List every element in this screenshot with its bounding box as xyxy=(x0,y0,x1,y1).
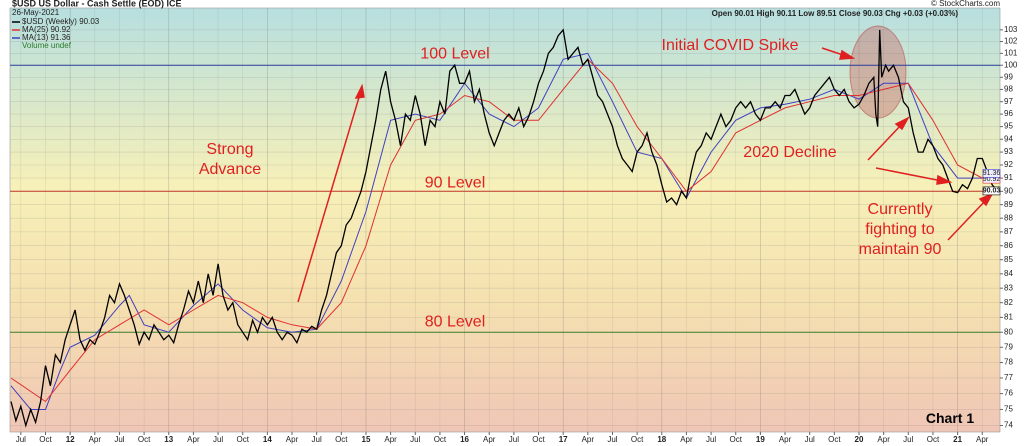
x-tick-label: 13 xyxy=(164,435,173,444)
x-tick-label: Oct xyxy=(138,435,151,444)
x-tick-label: Apr xyxy=(384,435,397,444)
x-tick-label: 15 xyxy=(362,435,371,444)
y-tick-label: 84 xyxy=(1004,269,1013,278)
x-tick-label: Oct xyxy=(434,435,447,444)
x-tick-label: Oct xyxy=(730,435,743,444)
y-tick-label: 98 xyxy=(1004,85,1013,94)
y-tick-label: 95 xyxy=(1004,122,1013,131)
volume-note: Volume undef xyxy=(22,41,72,50)
y-tick-label: 87 xyxy=(1004,227,1013,236)
annotation: Currently fighting to maintain 90 xyxy=(858,201,942,258)
ohlc: Open 90.01 High 90.11 Low 89.51 Close 90… xyxy=(712,9,959,18)
x-tick-label: Oct xyxy=(532,435,545,444)
y-tick-label: 80 xyxy=(1004,327,1013,336)
annotation: Strong Advance xyxy=(198,141,262,178)
y-tick-label: 75 xyxy=(1004,405,1013,414)
x-tick-label: Apr xyxy=(483,435,496,444)
end-label-box xyxy=(982,169,1001,178)
x-tick-label: Jul xyxy=(312,435,322,444)
x-tick-label: Apr xyxy=(89,435,102,444)
x-tick-label: 20 xyxy=(855,435,864,444)
x-tick-label: Oct xyxy=(828,435,841,444)
y-tick-label: 94 xyxy=(1004,134,1013,143)
reference-label: 100 Level xyxy=(420,45,489,62)
x-tick-label: Apr xyxy=(187,435,200,444)
x-tick-label: Apr xyxy=(877,435,890,444)
annotation: Chart 1 xyxy=(925,410,975,426)
end-label: 90.03 xyxy=(983,188,1001,195)
y-tick-label: 86 xyxy=(1004,241,1013,250)
y-tick-label: 97 xyxy=(1004,97,1013,106)
x-tick-label: 17 xyxy=(559,435,568,444)
x-tick-label: Oct xyxy=(236,435,249,444)
end-label-box xyxy=(982,186,1001,196)
x-tick-label: Jul xyxy=(410,435,420,444)
y-tick-label: 91 xyxy=(1004,173,1013,182)
y-tick-label: 85 xyxy=(1004,255,1013,264)
x-tick-label: 12 xyxy=(66,435,75,444)
y-tick-label: 74 xyxy=(1004,421,1013,430)
x-tick-label: Jul xyxy=(805,435,815,444)
x-tick-label: Apr xyxy=(680,435,693,444)
y-tick-label: 100 xyxy=(1004,60,1018,69)
x-tick-label: Jul xyxy=(706,435,716,444)
y-tick-label: 90 xyxy=(1004,186,1013,195)
y-tick-label: 76 xyxy=(1004,389,1013,398)
annotation: 2020 Decline xyxy=(743,144,837,161)
x-tick-label: 19 xyxy=(756,435,765,444)
arrows xyxy=(297,47,994,303)
x-tick-label: Jul xyxy=(16,435,26,444)
x-tick-label: 16 xyxy=(460,435,469,444)
x-tick-label: 14 xyxy=(263,435,272,444)
chart-date: 26-May-2021 xyxy=(12,8,60,17)
y-tick-label: 99 xyxy=(1004,72,1013,81)
y-tick-label: 92 xyxy=(1004,160,1013,169)
annotation: Initial COVID Spike xyxy=(661,37,799,54)
y-tick-label: 83 xyxy=(1004,283,1013,292)
reference-label: 90 Level xyxy=(425,175,486,192)
x-tick-label: Oct xyxy=(927,435,940,444)
x-tick-label: Apr xyxy=(976,435,989,444)
y-tick-label: 77 xyxy=(1004,373,1013,382)
source: © StockCharts.com xyxy=(931,0,1000,8)
y-tick-label: 96 xyxy=(1004,109,1013,118)
plot-area xyxy=(9,7,1001,433)
x-tick-label: Apr xyxy=(779,435,792,444)
y-tick-label: 102 xyxy=(1004,37,1018,46)
x-tick-label: Jul xyxy=(607,435,617,444)
x-tick-label: 18 xyxy=(657,435,666,444)
x-tick-label: Jul xyxy=(509,435,519,444)
chart-title: $USD US Dollar - Cash Settle (EOD) ICE xyxy=(12,0,182,8)
legend-label: MA(13) 91.36 xyxy=(22,33,71,42)
y-tick-label: 89 xyxy=(1004,200,1013,209)
y-tick-label: 101 xyxy=(1004,48,1018,57)
x-tick-label: Apr xyxy=(286,435,299,444)
reference-label: 80 Level xyxy=(425,313,486,330)
x-tick-label: Oct xyxy=(335,435,348,444)
y-tick-label: 81 xyxy=(1004,312,1013,321)
end-label: 91.36 xyxy=(983,170,1001,177)
x-tick-label: Apr xyxy=(582,435,595,444)
y-tick-label: 103 xyxy=(1004,25,1018,34)
x-tick-label: Jul xyxy=(903,435,913,444)
x-tick-label: 21 xyxy=(953,435,962,444)
series-line xyxy=(10,28,998,428)
end-label: 90.92 xyxy=(983,176,1001,183)
y-tick-label: 93 xyxy=(1004,147,1013,156)
y-tick-label: 82 xyxy=(1004,298,1013,307)
x-tick-label: Jul xyxy=(213,435,223,444)
legend-label: $USD (Weekly) 90.03 xyxy=(22,17,100,26)
y-tick-label: 78 xyxy=(1004,358,1013,367)
legend-label: MA(25) 90.92 xyxy=(22,25,71,34)
x-tick-label: Oct xyxy=(631,435,644,444)
x-tick-label: Jul xyxy=(114,435,124,444)
y-tick-label: 88 xyxy=(1004,213,1013,222)
y-tick-label: 79 xyxy=(1004,342,1013,351)
x-tick-label: Oct xyxy=(39,435,52,444)
